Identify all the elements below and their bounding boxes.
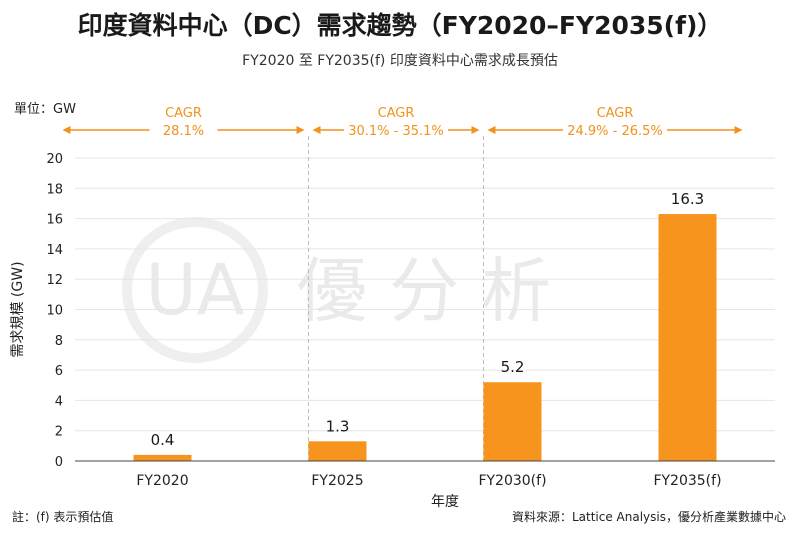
y-tick-label: 10 <box>46 304 63 319</box>
cagr-annotations: CAGR 28.1% CAGR 30.1% - 35.1% CAGR 24.9% - 26… <box>62 106 743 139</box>
cagr-arrowhead-right <box>734 126 743 134</box>
y-tick-label: 20 <box>46 152 63 167</box>
y-tick-label: 14 <box>46 243 63 258</box>
cagr-dividers <box>308 136 484 461</box>
x-tick-label: FY2020 <box>136 473 188 489</box>
x-axis-title: 年度 <box>431 494 459 510</box>
y-tick-label: 16 <box>46 213 63 228</box>
cagr-value: 28.1% <box>163 124 204 139</box>
footnote: 註：(f) 表示預估值 <box>12 510 114 524</box>
grid <box>75 157 775 432</box>
y-tick-label: 6 <box>55 364 63 379</box>
x-tick-label: FY2030(f) <box>478 473 546 489</box>
cagr-label: CAGR <box>378 106 415 121</box>
bar <box>658 214 717 461</box>
y-tick-label: 4 <box>55 394 63 409</box>
cagr-arrowhead-right <box>471 126 480 134</box>
cagr-arrowhead-left <box>62 126 71 134</box>
data-label: 0.4 <box>151 431 175 449</box>
cagr-arrowhead-right <box>296 126 305 134</box>
source-note: 資料來源：Lattice Analysis，優分析產業數據中心 <box>511 510 786 524</box>
cagr-arrowhead-left <box>312 126 321 134</box>
watermark-logo-circle <box>122 217 268 363</box>
bars <box>133 214 717 461</box>
chart-subtitle: FY2020 至 FY2035(f) 印度資料中心需求成長預估 <box>242 53 558 69</box>
y-axis-title: 需求規模 (GW) <box>10 261 26 357</box>
bar <box>483 382 542 461</box>
x-tick-label: FY2035(f) <box>653 473 721 489</box>
y-axis-ticks: 0 2 4 6 8 10 12 14 16 18 20 <box>46 152 63 470</box>
y-tick-label: 0 <box>55 455 63 470</box>
bar <box>133 454 192 461</box>
chart-title: 印度資料中心（DC）需求趨勢（FY2020–FY2035(f)） <box>77 11 723 40</box>
y-tick-label: 8 <box>55 334 63 349</box>
y-tick-label: 12 <box>46 273 63 288</box>
cagr-value: 30.1% - 35.1% <box>348 124 444 139</box>
y-tick-label: 2 <box>55 425 63 440</box>
watermark: UA 優分析 <box>122 217 573 363</box>
y-tick-label: 18 <box>46 182 63 197</box>
x-tick-label: FY2025 <box>311 473 363 489</box>
cagr-value: 24.9% - 26.5% <box>567 124 663 139</box>
data-labels: 0.4 1.3 5.2 16.3 <box>151 190 705 449</box>
data-label: 16.3 <box>671 190 704 208</box>
data-label: 5.2 <box>501 358 525 376</box>
cagr-arrowhead-left <box>487 126 496 134</box>
unit-label: 單位：GW <box>14 102 76 117</box>
watermark-logo-text: UA <box>145 249 244 331</box>
data-label: 1.3 <box>326 417 350 435</box>
cagr-label: CAGR <box>165 106 202 121</box>
bar <box>308 441 367 461</box>
watermark-text: 優分析 <box>297 250 573 332</box>
cagr-label: CAGR <box>597 106 634 121</box>
x-axis-labels: FY2020 FY2025 FY2030(f) FY2035(f) <box>136 473 721 489</box>
